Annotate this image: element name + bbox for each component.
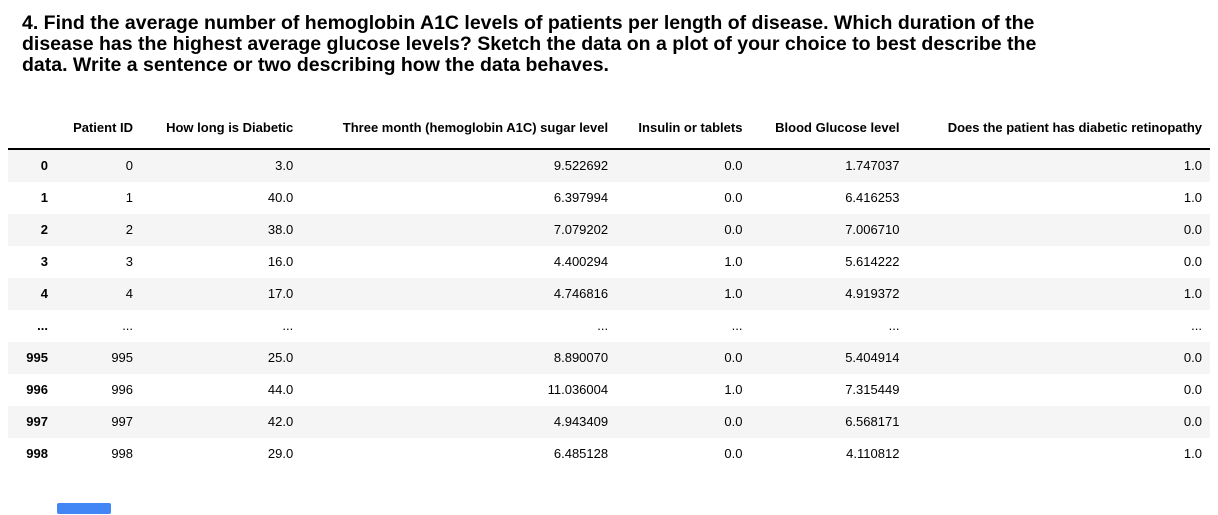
cell-blood-glucose-level: 4.919372 [845, 286, 900, 301]
cell-patient-id: 3 [125, 254, 134, 269]
cell-insulin-or-tablets: 1.0 [724, 286, 743, 301]
row-index: 1 [40, 190, 48, 205]
question-line-1: 4. Find the average number of hemoglobin… [22, 12, 1035, 34]
header-row: Patient ID How long is Diabetic Three mo… [8, 110, 1210, 150]
cell-a1c-sugar-level: 4.746816 [553, 286, 609, 301]
cell-patient-id: 997 [111, 414, 134, 429]
cell-how-long-diabetic: 44.0 [267, 382, 294, 397]
cell-blood-glucose-level: 5.404914 [845, 350, 900, 365]
cell-insulin-or-tablets: 0.0 [724, 222, 743, 237]
cell-blood-glucose-level: ... [888, 318, 900, 333]
column-header-a1c-sugar-level: Three month (hemoglobin A1C) sugar level [301, 110, 617, 150]
cell-a1c-sugar-level: 7.079202 [553, 222, 609, 237]
question-line-2: disease has the highest average glucose … [22, 33, 1037, 55]
cell-insulin-or-tablets: 0.0 [724, 414, 743, 429]
cell-patient-id: 0 [125, 158, 134, 173]
cell-retinopathy: 0.0 [1183, 222, 1202, 237]
row-index: 2 [40, 222, 48, 237]
table-row: 996 996 44.0 11.036004 1.0 7.315449 0.0 [8, 374, 1210, 406]
row-index: 996 [26, 382, 48, 397]
cell-patient-id: 995 [111, 350, 134, 365]
column-header-index [8, 110, 56, 150]
cell-insulin-or-tablets: 1.0 [724, 254, 743, 269]
cell-retinopathy: 1.0 [1183, 446, 1202, 461]
table-row: 997 997 42.0 4.943409 0.0 6.568171 0.0 [8, 406, 1210, 438]
cell-blood-glucose-level: 7.006710 [845, 222, 900, 237]
dataframe-header: Patient ID How long is Diabetic Three mo… [8, 110, 1210, 150]
cell-a1c-sugar-level: 8.890070 [553, 350, 609, 365]
cell-insulin-or-tablets: 0.0 [724, 158, 743, 173]
column-header-blood-glucose-level: Blood Glucose level [750, 110, 908, 150]
cell-retinopathy: ... [1191, 318, 1202, 333]
cell-retinopathy: 0.0 [1183, 350, 1202, 365]
table-row: 998 998 29.0 6.485128 0.0 4.110812 1.0 [8, 438, 1210, 470]
row-index: 998 [26, 446, 48, 461]
cell-a1c-sugar-level: 11.036004 [547, 382, 609, 397]
question-text: 4. Find the average number of hemoglobin… [22, 13, 1208, 76]
cell-retinopathy: 1.0 [1183, 158, 1202, 173]
horizontal-scrollbar-thumb[interactable] [57, 503, 111, 514]
table-row: 2 2 38.0 7.079202 0.0 7.006710 0.0 [8, 214, 1210, 246]
dataframe-table: Patient ID How long is Diabetic Three mo… [8, 110, 1210, 470]
row-index: 997 [26, 414, 48, 429]
cell-blood-glucose-level: 6.568171 [845, 414, 900, 429]
cell-patient-id: 2 [125, 222, 134, 237]
question-line-3: data. Write a sentence or two describing… [22, 54, 609, 76]
cell-retinopathy: 1.0 [1183, 286, 1202, 301]
table-row: 995 995 25.0 8.890070 0.0 5.404914 0.0 [8, 342, 1210, 374]
cell-retinopathy: 1.0 [1183, 190, 1202, 205]
cell-patient-id: 1 [125, 190, 134, 205]
cell-a1c-sugar-level: 9.522692 [553, 158, 609, 173]
cell-how-long-diabetic: 25.0 [267, 350, 294, 365]
cell-how-long-diabetic: 3.0 [275, 158, 294, 173]
cell-insulin-or-tablets: 0.0 [724, 350, 743, 365]
cell-how-long-diabetic: 29.0 [267, 446, 294, 461]
cell-how-long-diabetic: ... [282, 318, 294, 333]
dataframe-body: 0 0 3.0 9.522692 0.0 1.747037 1.0 1 1 40… [8, 149, 1210, 470]
cell-patient-id: 996 [111, 382, 134, 397]
cell-how-long-diabetic: 38.0 [267, 222, 294, 237]
cell-insulin-or-tablets: 0.0 [724, 446, 743, 461]
cell-retinopathy: 0.0 [1183, 382, 1202, 397]
cell-a1c-sugar-level: 6.485128 [553, 446, 609, 461]
column-header-insulin-or-tablets: Insulin or tablets [616, 110, 751, 150]
cell-insulin-or-tablets: 1.0 [724, 382, 743, 397]
table-row: 4 4 17.0 4.746816 1.0 4.919372 1.0 [8, 278, 1210, 310]
cell-how-long-diabetic: 40.0 [267, 190, 294, 205]
cell-blood-glucose-level: 7.315449 [845, 382, 900, 397]
row-index: 3 [40, 254, 48, 269]
cell-a1c-sugar-level: 4.400294 [553, 254, 609, 269]
cell-blood-glucose-level: 1.747037 [845, 158, 900, 173]
row-index: ... [37, 318, 48, 333]
cell-blood-glucose-level: 4.110812 [846, 446, 900, 461]
cell-patient-id: 4 [125, 286, 134, 301]
table-row: 1 1 40.0 6.397994 0.0 6.416253 1.0 [8, 182, 1210, 214]
cell-how-long-diabetic: 16.0 [267, 254, 294, 269]
column-header-how-long-diabetic: How long is Diabetic [141, 110, 302, 150]
cell-insulin-or-tablets: 0.0 [724, 190, 743, 205]
cell-how-long-diabetic: 17.0 [267, 286, 294, 301]
table-row: 3 3 16.0 4.400294 1.0 5.614222 0.0 [8, 246, 1210, 278]
cell-insulin-or-tablets: ... [731, 318, 743, 333]
cell-patient-id: 998 [111, 446, 134, 461]
cell-patient-id: ... [122, 318, 134, 333]
row-index: 4 [40, 286, 48, 301]
row-index: 0 [40, 158, 48, 173]
cell-blood-glucose-level: 6.416253 [845, 190, 900, 205]
cell-retinopathy: 0.0 [1183, 254, 1202, 269]
table-row-ellipsis: ... ... ... ... ... ... ... [8, 310, 1210, 342]
row-index: 995 [26, 350, 48, 365]
cell-a1c-sugar-level: 4.943409 [553, 414, 609, 429]
column-header-patient-id: Patient ID [56, 110, 142, 150]
cell-a1c-sugar-level: ... [597, 318, 609, 333]
table-row: 0 0 3.0 9.522692 0.0 1.747037 1.0 [8, 149, 1210, 182]
cell-how-long-diabetic: 42.0 [267, 414, 294, 429]
cell-blood-glucose-level: 5.614222 [845, 254, 900, 269]
column-header-retinopathy: Does the patient has diabetic retinopath… [907, 110, 1210, 150]
cell-a1c-sugar-level: 6.397994 [553, 190, 609, 205]
cell-retinopathy: 0.0 [1183, 414, 1202, 429]
